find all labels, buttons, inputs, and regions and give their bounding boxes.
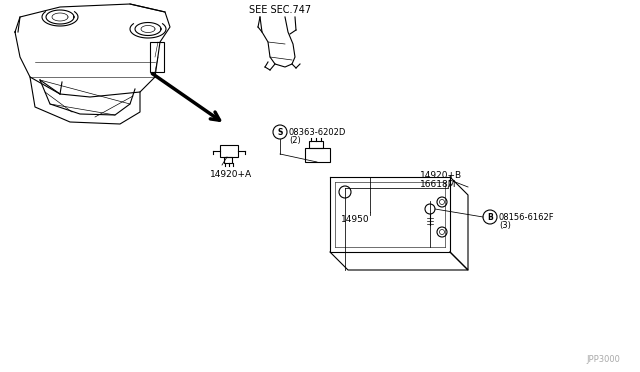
Bar (305, 148, 330, 162)
Text: JPP3000: JPP3000 (586, 355, 620, 364)
Text: 08156-6162F: 08156-6162F (499, 212, 555, 221)
Text: 14920+A: 14920+A (210, 170, 252, 179)
Bar (150, 42, 164, 72)
Text: SEE SEC.747: SEE SEC.747 (249, 5, 311, 15)
Text: 14950: 14950 (340, 215, 369, 224)
Text: B: B (487, 212, 493, 221)
Bar (309, 141, 323, 148)
Text: (2): (2) (289, 135, 301, 144)
Bar (220, 145, 238, 157)
Text: 16618M: 16618M (420, 180, 456, 189)
Bar (224, 157, 232, 163)
Text: 14920+B: 14920+B (420, 170, 462, 180)
Text: 08363-6202D: 08363-6202D (289, 128, 346, 137)
Text: (3): (3) (499, 221, 511, 230)
Text: S: S (277, 128, 283, 137)
